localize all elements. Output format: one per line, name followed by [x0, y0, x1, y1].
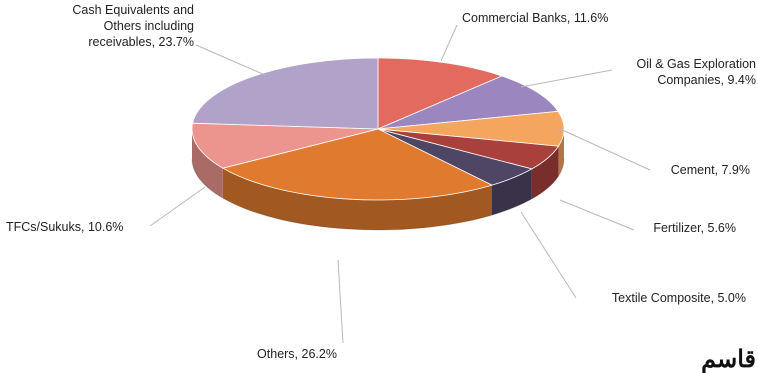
pie-slice-commercial-banks — [377, 57, 503, 130]
slice-label-fertilizer: Fertilizer, 5.6% — [653, 221, 736, 235]
leader-line-cement — [557, 127, 651, 171]
urdu-caption-fragment: قاسم — [701, 344, 756, 373]
pie-base-edge — [191, 158, 565, 231]
slice-label-textile-composite: Textile Composite, 5.0% — [612, 291, 746, 305]
pie-slice-cement — [377, 110, 565, 147]
leader-line-fertilizer — [559, 199, 635, 231]
slice-label-cash-equivalents-and-others-including-receivables: Cash Equivalents and Others including rece… — [72, 3, 194, 49]
pie-slice-cash-equivalents-and-others-including-receivables — [192, 57, 379, 130]
leader-line-cash-equivalents-and-others-including-receivables — [195, 44, 266, 76]
slice-label-cement: Cement, 7.9% — [671, 163, 750, 177]
pie-side-fertilizer — [531, 146, 559, 199]
pie-slice-oil-gas-exploration-companies — [377, 75, 559, 130]
pie-slice-tfcs-sukuks — [191, 122, 379, 169]
slice-label-others: Others, 26.2% — [257, 347, 337, 361]
pie-side-others — [222, 168, 493, 230]
leader-line-commercial-banks — [440, 24, 458, 62]
pie-side-tfcs-sukuks — [192, 129, 223, 199]
slice-label-commercial-banks: Commercial Banks, 11.6% — [462, 11, 608, 25]
pie-slice-others — [221, 128, 494, 201]
leader-line-others — [337, 259, 344, 344]
slice-label-oil-gas-exploration-companies: Oil & Gas Exploration Companies, 9.4% — [637, 57, 757, 87]
slice-label-tfcs-sukuks: TFCs/Sukuks, 10.6% — [6, 220, 123, 234]
pie-side-cement — [558, 129, 564, 177]
leader-line-textile-composite — [520, 211, 577, 299]
leader-line-oil-gas-exploration-companies — [520, 69, 613, 88]
leader-line-tfcs-sukuks — [149, 186, 206, 227]
pie-side-textile-composite — [492, 168, 532, 216]
